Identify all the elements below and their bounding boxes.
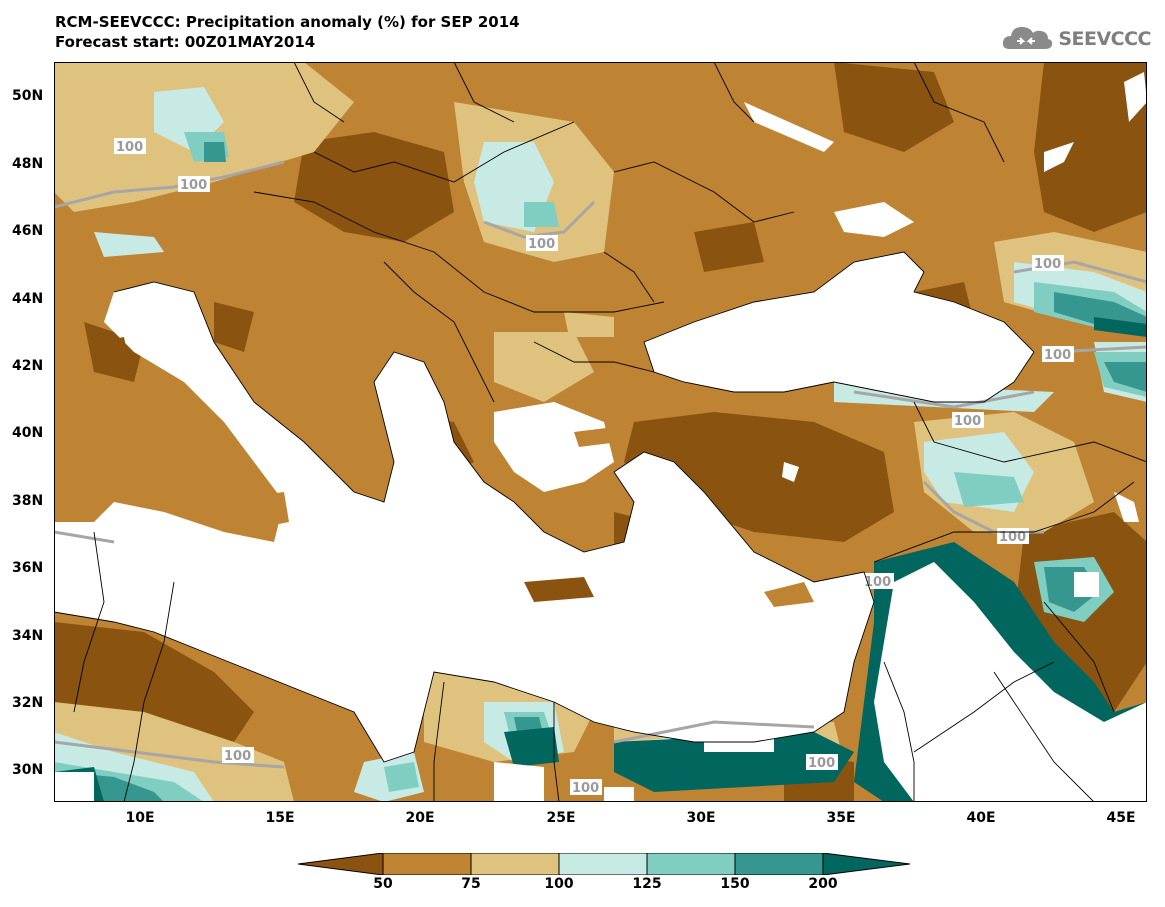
contour-label: 100 bbox=[528, 237, 555, 252]
lat-tick-label: 42N bbox=[12, 358, 44, 374]
no-data-regions bbox=[54, 72, 1147, 802]
title-line-1: RCM-SEEVCCC: Precipitation anomaly (%) f… bbox=[55, 13, 520, 31]
chart-title: RCM-SEEVCCC: Precipitation anomaly (%) f… bbox=[55, 12, 520, 52]
colorbar-svg bbox=[297, 852, 911, 876]
lon-tick-label: 15E bbox=[265, 810, 295, 826]
lon-tick-label: 40E bbox=[966, 810, 996, 826]
colorbar-segment-lt50 bbox=[297, 852, 384, 876]
lat-tick-label: 38N bbox=[12, 493, 44, 509]
colorbar-label: 50 bbox=[373, 876, 393, 892]
map-svg: 100 100 100 100 100 100 100 100 100 100 … bbox=[53, 61, 1148, 803]
lon-tick-label: 10E bbox=[125, 810, 155, 826]
contour-label: 100 bbox=[1034, 257, 1061, 272]
logo-text: SEEVCCC bbox=[1058, 28, 1151, 50]
lon-tick-label: 20E bbox=[405, 810, 435, 826]
lat-tick-label: 50N bbox=[12, 88, 44, 104]
colorbar-segment-100-125 bbox=[558, 852, 648, 876]
colorbar-label: 75 bbox=[461, 876, 481, 892]
colorbar-segment-75-100 bbox=[470, 852, 560, 876]
contour-labels: 100 100 100 100 100 100 100 100 100 100 … bbox=[114, 138, 1074, 796]
lon-tick-label: 45E bbox=[1106, 810, 1136, 826]
lon-tick-label: 35E bbox=[826, 810, 856, 826]
contour-label: 100 bbox=[808, 756, 835, 771]
contour-label: 100 bbox=[999, 530, 1026, 545]
lat-tick-label: 48N bbox=[12, 156, 44, 172]
lat-tick-label: 32N bbox=[12, 695, 44, 711]
lat-tick-label: 46N bbox=[12, 223, 44, 239]
colorbar-segment-50-75 bbox=[382, 852, 472, 876]
colorbar-label: 100 bbox=[544, 876, 574, 892]
lat-tick-label: 40N bbox=[12, 425, 44, 441]
contour-label: 100 bbox=[954, 414, 981, 429]
sea-areas bbox=[54, 202, 1034, 762]
lat-tick-label: 34N bbox=[12, 628, 44, 644]
colorbar bbox=[297, 852, 911, 876]
colorbar-label: 200 bbox=[808, 876, 838, 892]
borders bbox=[53, 61, 1148, 803]
lon-tick-label: 25E bbox=[546, 810, 576, 826]
contour-label: 100 bbox=[180, 178, 207, 193]
islands bbox=[89, 337, 814, 607]
title-line-2: Forecast start: 00Z01MAY2014 bbox=[55, 33, 316, 51]
contour-label: 100 bbox=[1044, 348, 1071, 363]
contour-label: 100 bbox=[864, 575, 891, 590]
lon-tick-label: 30E bbox=[686, 810, 716, 826]
colorbar-label: 125 bbox=[632, 876, 662, 892]
lat-tick-label: 36N bbox=[12, 560, 44, 576]
anomaly-map: 100 100 100 100 100 100 100 100 100 100 … bbox=[53, 61, 1148, 803]
contour-label: 100 bbox=[224, 749, 251, 764]
colorbar-segment-gt200 bbox=[822, 852, 911, 876]
lat-tick-label: 44N bbox=[12, 291, 44, 307]
seevccc-logo: SEEVCCC bbox=[1000, 22, 1151, 56]
contour-lines bbox=[53, 160, 1148, 769]
contour-label: 100 bbox=[572, 781, 599, 796]
cloud-icon bbox=[1000, 21, 1054, 57]
colorbar-segment-125-150 bbox=[646, 852, 736, 876]
lat-tick-label: 30N bbox=[12, 762, 44, 778]
colorbar-label: 150 bbox=[720, 876, 750, 892]
contour-label: 100 bbox=[116, 140, 143, 155]
colorbar-segment-150-200 bbox=[734, 852, 824, 876]
